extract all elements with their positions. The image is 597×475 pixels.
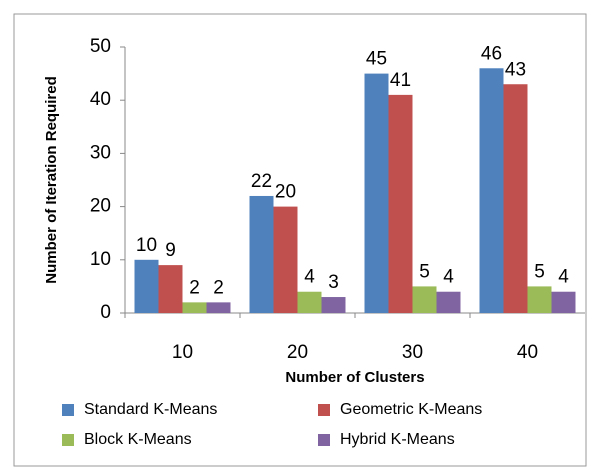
bar [436,291,461,313]
bar [551,291,576,313]
data-label: 10 [136,235,157,256]
data-label: 2 [213,277,224,298]
data-label: 3 [328,272,339,293]
data-label: 4 [443,267,454,288]
legend-swatch [318,404,330,416]
legend-swatch [62,404,74,416]
data-label: 5 [534,261,545,282]
x-tick-label: 20 [287,342,308,363]
data-label: 41 [390,70,411,91]
legend-label: Geometric K-Means [340,401,482,418]
bar [206,302,231,313]
legend-label: Hybrid K-Means [340,431,455,448]
y-tick-label: 20 [90,196,111,217]
data-label: 46 [481,43,502,64]
data-label: 22 [251,171,272,192]
legend-label: Standard K-Means [84,401,217,418]
bar [388,94,413,313]
bar [364,73,389,313]
y-tick-label: 50 [90,36,111,57]
y-tick-label: 40 [90,89,111,110]
y-tick-label: 0 [100,302,111,323]
bar [321,297,346,313]
bar [273,206,298,313]
bar [182,302,207,313]
data-label: 20 [275,182,296,203]
bar [158,265,183,313]
x-tick-label: 40 [517,342,538,363]
data-label: 4 [558,267,569,288]
data-label: 45 [366,49,387,70]
data-label: 4 [304,267,315,288]
data-label: 5 [419,261,430,282]
y-tick-label: 30 [90,142,111,163]
bar [527,286,552,313]
legend-swatch [318,434,330,446]
bar [412,286,437,313]
data-label: 43 [505,59,526,80]
data-label: 2 [189,277,200,298]
bar [134,259,159,313]
bar [297,291,322,313]
data-label: 9 [165,240,176,261]
x-axis-title: Number of Clusters [285,369,424,386]
x-tick-label: 10 [172,342,193,363]
legend-label: Block K-Means [84,431,192,448]
bar [503,84,528,314]
x-tick-label: 30 [402,342,423,363]
bar [249,195,274,313]
legend-swatch [62,434,74,446]
bar [479,68,504,313]
y-axis-title: Number of Iteration Required [43,76,60,284]
y-tick-label: 10 [90,249,111,270]
